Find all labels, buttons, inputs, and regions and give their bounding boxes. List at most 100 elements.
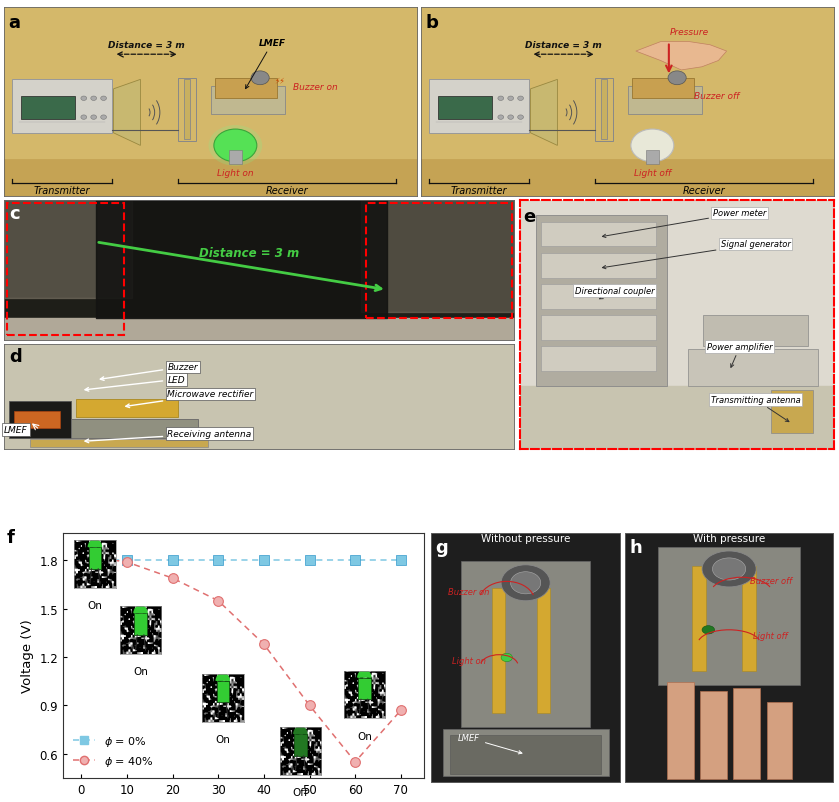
Bar — [13, 80, 112, 134]
Circle shape — [510, 572, 540, 594]
Text: e: e — [524, 208, 535, 226]
Text: a: a — [8, 14, 20, 31]
Text: Distance = 3 m: Distance = 3 m — [525, 41, 602, 51]
Bar — [211, 87, 285, 115]
Text: h: h — [629, 538, 642, 557]
Bar — [29, 439, 208, 447]
Text: Light on: Light on — [452, 656, 486, 665]
Bar — [21, 97, 76, 119]
Bar — [367, 204, 512, 318]
Bar — [438, 97, 492, 119]
Bar — [601, 80, 607, 140]
Bar — [443, 730, 609, 776]
Text: Light on: Light on — [217, 169, 253, 178]
Circle shape — [508, 97, 513, 101]
Text: Without pressure: Without pressure — [481, 533, 571, 544]
Text: Receiver: Receiver — [683, 186, 725, 196]
Bar — [7, 203, 124, 335]
Bar — [9, 401, 70, 439]
Text: LED: LED — [85, 375, 185, 391]
Bar — [771, 390, 813, 434]
Bar — [742, 566, 756, 671]
Circle shape — [518, 97, 524, 101]
Text: Buzzer on: Buzzer on — [293, 83, 338, 91]
Circle shape — [209, 126, 262, 167]
Bar — [537, 589, 550, 713]
Text: On: On — [87, 600, 102, 610]
Circle shape — [668, 72, 686, 86]
Bar — [691, 566, 706, 671]
Text: On: On — [133, 666, 148, 676]
Bar — [733, 688, 760, 780]
Bar — [76, 399, 178, 418]
Bar — [632, 79, 694, 99]
Circle shape — [81, 115, 86, 120]
Bar — [659, 547, 800, 685]
Bar — [215, 79, 277, 99]
Text: ⚡⚡: ⚡⚡ — [274, 76, 285, 85]
Text: Buzzer: Buzzer — [101, 363, 198, 381]
Circle shape — [101, 97, 107, 101]
Circle shape — [91, 115, 96, 120]
Text: Distance = 3 m: Distance = 3 m — [199, 247, 300, 260]
Bar — [703, 315, 808, 346]
Text: Signal generator: Signal generator — [602, 240, 790, 269]
Circle shape — [702, 626, 715, 634]
Text: Light off: Light off — [633, 169, 671, 178]
Bar — [14, 411, 60, 428]
Text: Distance = 3 m: Distance = 3 m — [108, 41, 185, 51]
Text: Directional coupler: Directional coupler — [575, 287, 654, 299]
Circle shape — [91, 97, 96, 101]
Text: c: c — [9, 205, 20, 223]
Bar — [595, 79, 613, 141]
Circle shape — [251, 72, 269, 86]
Bar — [700, 691, 727, 780]
Bar — [541, 346, 656, 371]
Bar — [536, 216, 667, 387]
Text: Light off: Light off — [753, 631, 788, 640]
Circle shape — [498, 97, 503, 101]
Text: Receiving antenna: Receiving antenna — [85, 430, 252, 444]
Text: Power amplifier: Power amplifier — [707, 342, 773, 368]
Polygon shape — [530, 80, 557, 146]
Circle shape — [501, 654, 513, 662]
Text: Buzzer off: Buzzer off — [694, 92, 739, 101]
Bar — [492, 589, 505, 713]
Circle shape — [498, 115, 503, 120]
Bar — [450, 735, 601, 774]
Text: g: g — [435, 538, 448, 557]
Bar — [430, 80, 529, 134]
Text: Transmitting antenna: Transmitting antenna — [711, 395, 800, 422]
Bar — [461, 561, 590, 727]
Circle shape — [631, 130, 674, 163]
Polygon shape — [113, 80, 140, 146]
Bar — [70, 420, 198, 439]
Polygon shape — [636, 43, 727, 71]
Bar — [178, 79, 196, 141]
Text: Buzzer on: Buzzer on — [448, 587, 490, 596]
Bar — [184, 80, 190, 140]
Bar — [687, 350, 818, 387]
Bar — [541, 222, 656, 247]
Bar — [229, 151, 242, 165]
Text: LMEF: LMEF — [458, 734, 522, 754]
Circle shape — [501, 565, 550, 601]
Circle shape — [712, 558, 746, 581]
Circle shape — [214, 130, 257, 163]
Y-axis label: Voltage (V): Voltage (V) — [21, 619, 34, 692]
Text: Microwave rectifier: Microwave rectifier — [126, 390, 253, 408]
Text: Power meter: Power meter — [602, 209, 767, 238]
Circle shape — [81, 97, 86, 101]
Text: On: On — [357, 731, 372, 740]
Text: On: On — [216, 734, 230, 743]
Bar — [541, 253, 656, 278]
Text: LMEF: LMEF — [4, 426, 28, 435]
Bar — [646, 151, 659, 165]
Text: Transmitter: Transmitter — [451, 186, 508, 196]
Legend: $\phi$ = 0%, $\phi$ = 40%: $\phi$ = 0%, $\phi$ = 40% — [69, 730, 159, 772]
Bar — [628, 87, 702, 115]
Text: d: d — [9, 348, 22, 366]
Circle shape — [518, 115, 524, 120]
Circle shape — [508, 115, 513, 120]
Text: f: f — [7, 529, 15, 546]
